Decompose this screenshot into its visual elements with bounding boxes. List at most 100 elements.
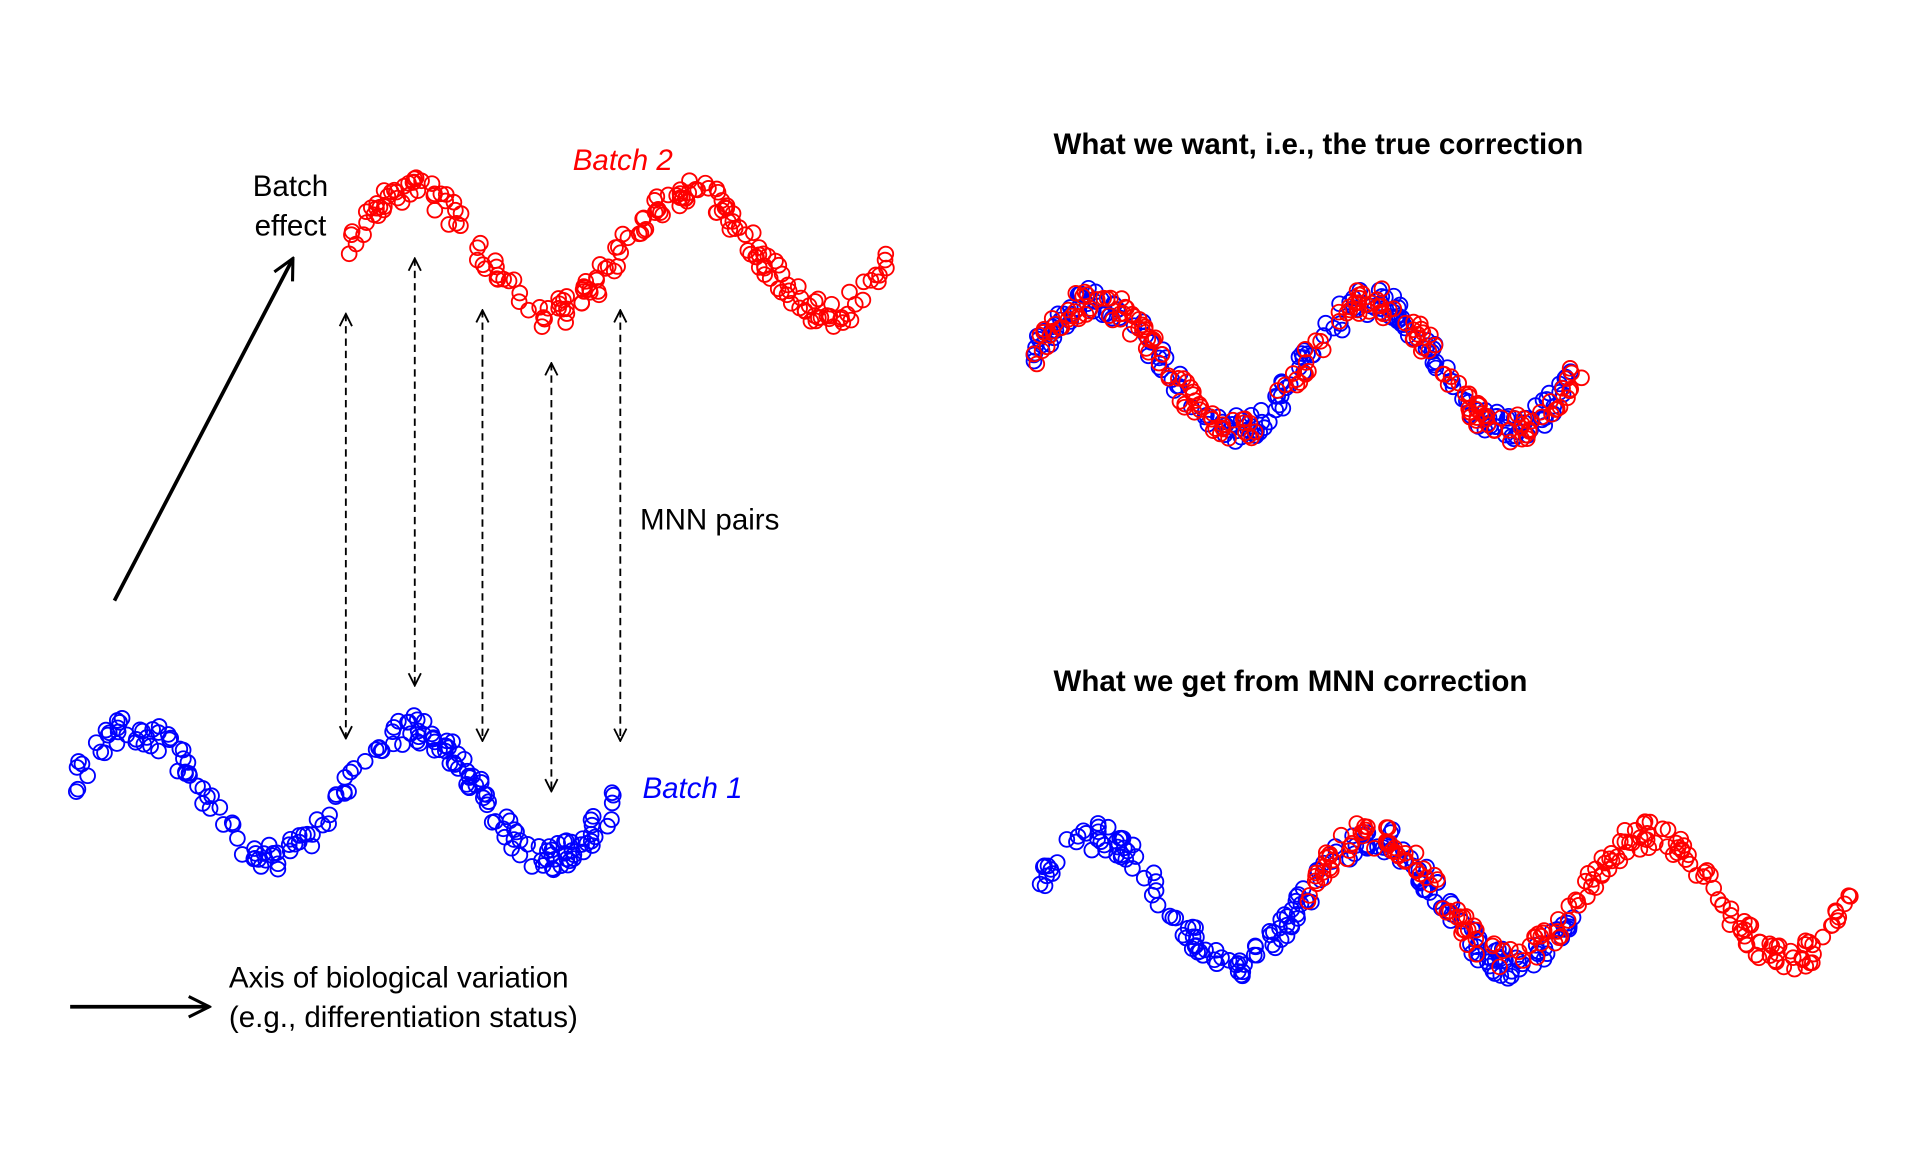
cell-point	[408, 711, 426, 729]
cell-point	[1264, 936, 1282, 954]
cell-point	[246, 850, 264, 867]
cell-point	[1102, 289, 1119, 307]
cell-point	[862, 272, 880, 289]
cell-point	[1297, 354, 1315, 371]
cell-point	[1465, 917, 1483, 935]
cell-point	[603, 784, 621, 802]
cell-point	[460, 767, 478, 785]
cell-point	[614, 225, 632, 243]
cell-point	[1176, 395, 1194, 413]
cell-point	[1696, 863, 1714, 881]
cell-point	[478, 796, 496, 814]
cell-point	[1099, 818, 1117, 836]
cell-point	[1579, 865, 1597, 882]
cell-point	[1722, 900, 1740, 918]
cell-point	[282, 830, 299, 848]
panel-title: What we want, i.e., the true correction	[1054, 128, 1584, 161]
cell-point	[1150, 354, 1168, 372]
cell-point	[800, 297, 818, 315]
cell-point	[523, 858, 541, 875]
cell-point	[1681, 855, 1699, 873]
cell-point	[1184, 918, 1202, 936]
cell-point	[1481, 957, 1499, 975]
cell-point	[1502, 940, 1519, 958]
cell-point	[438, 737, 455, 755]
cell-point	[455, 750, 473, 768]
cell-point	[1499, 410, 1516, 427]
cell-point	[534, 857, 552, 874]
cell-point	[1355, 823, 1372, 841]
cell-point	[469, 239, 486, 257]
cell-point	[1415, 860, 1432, 877]
cell-point	[841, 283, 858, 301]
cell-point	[1197, 941, 1214, 959]
cell-point	[448, 214, 465, 232]
cell-point	[215, 816, 232, 833]
cell-point	[648, 188, 666, 205]
cell-point	[211, 799, 229, 816]
cell-point	[1468, 946, 1485, 963]
cell-point	[1070, 308, 1087, 325]
cell-point	[1538, 391, 1556, 408]
mnn-pairs-label: MNN pairs	[640, 504, 779, 537]
cell-point	[648, 201, 666, 219]
cell-point	[1441, 902, 1459, 920]
cell-point	[510, 293, 528, 310]
cell-point	[69, 780, 87, 798]
batch-2-label: Batch 2	[573, 144, 673, 177]
cell-point	[1192, 398, 1210, 416]
cell-point	[1769, 945, 1786, 962]
cell-point	[1083, 841, 1101, 859]
cell-point	[1301, 887, 1318, 904]
cell-point	[369, 207, 387, 225]
cell-point	[739, 242, 757, 259]
cell-point	[1593, 849, 1611, 867]
cell-point	[1135, 869, 1153, 887]
cell-point	[1502, 967, 1520, 985]
cell-point	[368, 195, 386, 212]
cell-point	[1145, 331, 1162, 349]
cell-point	[1459, 936, 1476, 954]
cell-point	[782, 294, 800, 312]
cell-point	[410, 728, 428, 746]
batch-effect-label: Batch	[253, 170, 328, 203]
cell-point	[1109, 838, 1126, 856]
cell-point	[162, 729, 180, 747]
cell-point	[511, 284, 529, 302]
cell-point	[1314, 341, 1332, 359]
cell-point	[405, 707, 423, 724]
cell-point	[203, 787, 220, 804]
cell-point	[1521, 423, 1538, 440]
cell-point	[1512, 419, 1530, 437]
cell-point	[1147, 329, 1164, 347]
cell-point	[1417, 869, 1435, 886]
cell-point	[1510, 943, 1528, 961]
cell-point	[563, 842, 581, 859]
cell-point	[174, 741, 192, 759]
cell-point	[1114, 830, 1132, 847]
cell-point	[1296, 340, 1314, 358]
cell-point	[1296, 365, 1314, 382]
cell-point	[1434, 900, 1452, 917]
cell-point	[1456, 385, 1474, 403]
cell-point	[68, 783, 85, 800]
cell-point	[1640, 839, 1658, 857]
cell-point	[87, 734, 105, 751]
cell-point	[646, 204, 664, 221]
cell-point	[1147, 882, 1165, 899]
cell-point	[789, 278, 807, 295]
cell-point	[1043, 310, 1061, 327]
cell-point	[1533, 408, 1551, 426]
cell-point	[1805, 945, 1822, 963]
cell-point	[1122, 325, 1139, 343]
cell-point	[726, 220, 744, 237]
cell-point	[1349, 301, 1366, 319]
cell-point	[505, 831, 523, 848]
cell-point	[1636, 813, 1654, 830]
cell-point	[1478, 407, 1496, 425]
cell-point	[1184, 928, 1202, 946]
cell-point	[1204, 422, 1222, 439]
cell-point	[603, 794, 621, 812]
cell-point	[659, 186, 677, 204]
cell-point	[1260, 413, 1278, 431]
